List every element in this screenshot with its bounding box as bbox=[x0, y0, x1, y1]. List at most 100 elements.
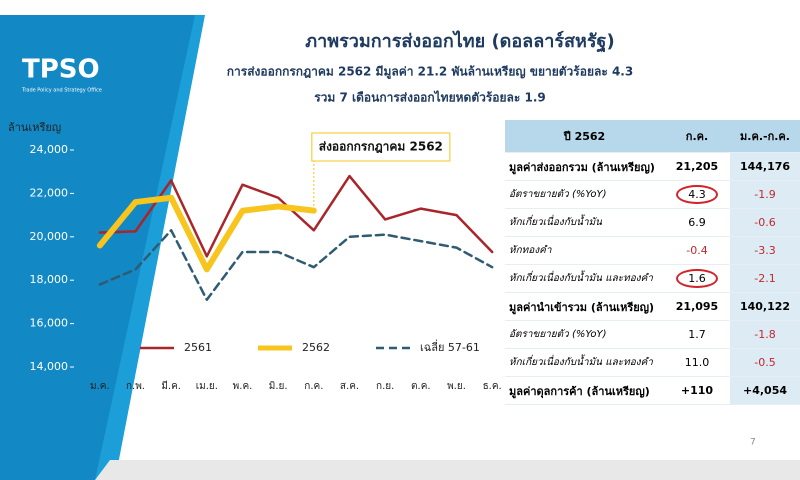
table-cell: มูลค่าดุลการค้า (ล้านเหรียญ) bbox=[505, 376, 664, 405]
table-cell: 140,122 bbox=[730, 292, 800, 321]
y-tick-label: 14,000 bbox=[30, 360, 69, 373]
x-tick-label: ต.ค. bbox=[411, 381, 431, 392]
summary-table: ปี 2562 ก.ค. ม.ค.-ก.ค. มูลค่าส่งออกรวม (ล้า… bbox=[505, 120, 800, 405]
table-cell: 21,205 bbox=[664, 152, 730, 181]
table-cell: +110 bbox=[664, 376, 730, 405]
table-cell: ปี 2562 bbox=[505, 120, 664, 153]
table-cell: -0.6 bbox=[730, 208, 800, 237]
cell-text: หักทองคำ bbox=[509, 245, 552, 256]
cell-text: 140,122 bbox=[739, 300, 791, 313]
cell-text: -1.8 bbox=[754, 328, 776, 341]
x-tick-label: มิ.ย. bbox=[269, 381, 288, 392]
series-line bbox=[98, 229, 494, 301]
cell-text: มูลค่าดุลการค้า (ล้านเหรียญ) bbox=[509, 384, 650, 398]
table-cell: 4.3 bbox=[664, 180, 730, 209]
legend-label: 2562 bbox=[302, 341, 330, 354]
x-tick-label: ก.พ. bbox=[126, 381, 145, 392]
cell-text: 21,205 bbox=[675, 160, 719, 173]
table-cell: -0.4 bbox=[664, 236, 730, 265]
page-number: 7 bbox=[750, 438, 756, 448]
table-cell: 6.9 bbox=[664, 208, 730, 237]
table-row: ปี 2562 ก.ค. ม.ค.-ก.ค. bbox=[505, 120, 800, 153]
logo: TPSO bbox=[22, 55, 100, 85]
cell-text: -2.1 bbox=[754, 272, 776, 285]
x-tick-label: เม.ย. bbox=[196, 381, 218, 392]
annotation: ส่งออกกรกฎาคม 2562 bbox=[319, 140, 443, 154]
x-tick-label: พ.ย. bbox=[447, 381, 466, 392]
cell-text: อัตราขยายตัว (%YoY) bbox=[509, 189, 607, 200]
subtitle: การส่งออกกรกฎาคม 2562 มีมูลค่า 21.2 พันล… bbox=[227, 65, 633, 80]
cell-text: ก.ค. bbox=[685, 130, 709, 143]
cell-text: ปี 2562 bbox=[563, 130, 606, 143]
x-tick-label: ธ.ค. bbox=[483, 381, 502, 392]
y-axis-label: ล้านเหรียญ bbox=[8, 121, 61, 134]
table-row: หักเกี่ยวเนื่องกับน้ำมัน และทองคำ 11.0 -0.… bbox=[505, 348, 800, 377]
y-tick-label: 18,000 bbox=[30, 273, 69, 286]
table-row: มูลค่าดุลการค้า (ล้านเหรียญ) +110 +4,054 bbox=[505, 376, 800, 405]
table-cell: หักทองคำ bbox=[505, 236, 664, 265]
cell-text: +110 bbox=[680, 384, 714, 397]
cell-text: หักเกี่ยวเนื่องกับน้ำมัน และทองคำ bbox=[509, 357, 653, 368]
table-cell: 11.0 bbox=[664, 348, 730, 377]
cell-text: หักเกี่ยวเนื่องกับน้ำมัน และทองคำ bbox=[509, 273, 653, 284]
table-row: หักเกี่ยวเนื่องกับน้ำมัน และทองคำ 1.6 -2.1 bbox=[505, 264, 800, 293]
table-cell: หักเกี่ยวเนื่องกับน้ำมัน bbox=[505, 208, 664, 237]
cell-text: หักเกี่ยวเนื่องกับน้ำมัน bbox=[509, 217, 603, 228]
cell-text: 21,095 bbox=[675, 300, 719, 313]
cell-text: -1.9 bbox=[754, 188, 776, 201]
cell-text: มูลค่านำเข้ารวม (ล้านเหรียญ) bbox=[509, 300, 655, 314]
legend-label: 2561 bbox=[184, 341, 212, 354]
x-tick-label: ก.ย. bbox=[376, 381, 394, 392]
cell-text: 4.3 bbox=[676, 185, 718, 204]
y-tick-label: 24,000 bbox=[30, 143, 69, 156]
sidebar-dark bbox=[0, 15, 195, 480]
x-tick-label: ก.ค. bbox=[304, 381, 323, 392]
table-row: หักทองคำ -0.4 -3.3 bbox=[505, 236, 800, 265]
cell-text: 1.6 bbox=[676, 269, 718, 288]
y-tick-label: 20,000 bbox=[30, 230, 69, 243]
cell-text: -3.3 bbox=[754, 244, 776, 257]
table-cell: หักเกี่ยวเนื่องกับน้ำมัน และทองคำ bbox=[505, 264, 664, 293]
cell-text: 11.0 bbox=[684, 356, 710, 369]
cell-text: ม.ค.-ก.ค. bbox=[740, 130, 790, 143]
table-cell: ม.ค.-ก.ค. bbox=[730, 120, 800, 153]
series-line bbox=[98, 174, 494, 258]
table-row: อัตราขยายตัว (%YoY) 1.7 -1.8 bbox=[505, 320, 800, 349]
x-tick-label: ม.ค. bbox=[90, 381, 110, 392]
logo-subtitle: Trade Policy and Strategy Office bbox=[21, 88, 102, 94]
table-cell: 1.6 bbox=[664, 264, 730, 293]
series-line bbox=[96, 194, 317, 273]
table-cell: +4,054 bbox=[730, 376, 800, 405]
table-cell: ก.ค. bbox=[664, 120, 730, 153]
table-cell: -1.8 bbox=[730, 320, 800, 349]
cell-text: 6.9 bbox=[688, 216, 706, 229]
table-cell: 144,176 bbox=[730, 152, 800, 181]
table-cell: มูลค่านำเข้ารวม (ล้านเหรียญ) bbox=[505, 292, 664, 321]
table-cell: 1.7 bbox=[664, 320, 730, 349]
table-cell: -3.3 bbox=[730, 236, 800, 265]
table-row: หักเกี่ยวเนื่องกับน้ำมัน 6.9 -0.6 bbox=[505, 208, 800, 237]
cell-text: 1.7 bbox=[688, 328, 706, 341]
cell-text: -0.5 bbox=[754, 356, 776, 369]
y-tick-label: 22,000 bbox=[30, 186, 69, 199]
table-row: มูลค่าส่งออกรวม (ล้านเหรียญ) 21,205 144,17… bbox=[505, 152, 800, 181]
table-row: อัตราขยายตัว (%YoY) 4.3 -1.9 bbox=[505, 180, 800, 209]
subtitle: รวม 7 เดือนการส่งออกไทยหดตัวร้อยละ 1.9 bbox=[314, 90, 546, 105]
y-tick-label: 16,000 bbox=[30, 317, 69, 330]
cell-text: มูลค่าส่งออกรวม (ล้านเหรียญ) bbox=[509, 160, 655, 174]
annotation-box bbox=[311, 132, 451, 162]
table-cell: 21,095 bbox=[664, 292, 730, 321]
cell-text: อัตราขยายตัว (%YoY) bbox=[509, 329, 607, 340]
footer-band bbox=[95, 460, 800, 480]
table-cell: -0.5 bbox=[730, 348, 800, 377]
cell-text: -0.6 bbox=[754, 216, 776, 229]
cell-text: 144,176 bbox=[739, 160, 791, 173]
table-cell: หักเกี่ยวเนื่องกับน้ำมัน และทองคำ bbox=[505, 348, 664, 377]
title: ภาพรวมการส่งออกไทย (ดอลลาร์สหรัฐ) bbox=[305, 30, 614, 53]
table-row: มูลค่านำเข้ารวม (ล้านเหรียญ) 21,095 140,12… bbox=[505, 292, 800, 321]
table-cell: -1.9 bbox=[730, 180, 800, 209]
table-cell: อัตราขยายตัว (%YoY) bbox=[505, 320, 664, 349]
x-tick-label: มี.ค. bbox=[161, 380, 181, 392]
table-cell: มูลค่าส่งออกรวม (ล้านเหรียญ) bbox=[505, 152, 664, 181]
